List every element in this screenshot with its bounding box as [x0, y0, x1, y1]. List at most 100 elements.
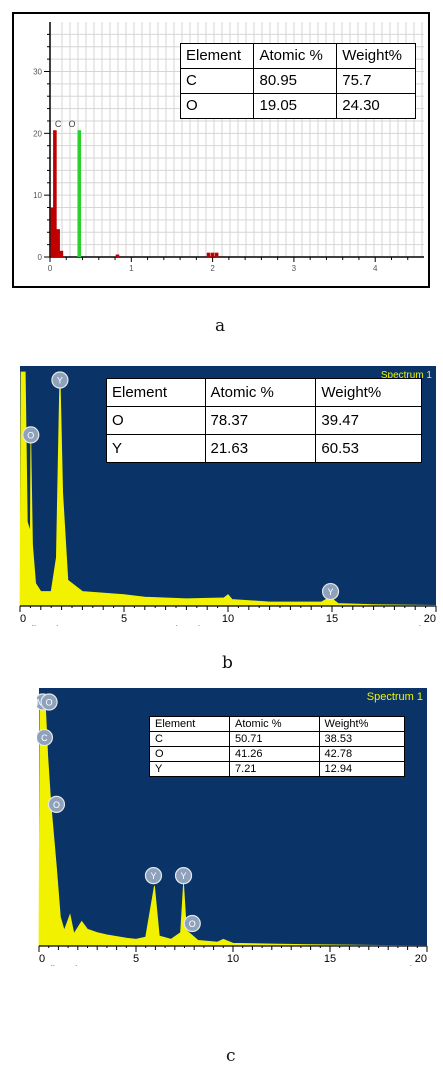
peak-label: C: [41, 733, 48, 743]
caption-c: c: [226, 1046, 236, 1066]
table-cell: 38.53: [318, 731, 406, 747]
bar: [56, 229, 60, 257]
x-tick-label: 5: [133, 953, 139, 965]
table-cell: 78.37: [204, 406, 317, 435]
peak-label: Y: [57, 376, 63, 386]
footer-status: Full Scale 1449 cts Cursor: -0.200 (0 ct…: [20, 625, 202, 626]
table-row: C 50.71 38.53: [148, 731, 406, 747]
x-tick-label: 1: [129, 264, 134, 273]
footer-status: Full Scale 2263 cts Cursor: 0.000: [39, 965, 187, 966]
table-cell: Element: [148, 716, 231, 732]
table-row: O 78.37 39.47: [106, 406, 422, 435]
peak-label: C: [55, 119, 62, 129]
peak-label: O: [53, 800, 60, 810]
bar: [206, 252, 211, 257]
panel-a: 0 1 2 3 4 0 10 20 30 C O Element Atomic % Weight% C 80…: [12, 12, 430, 288]
peak-marker: [174, 867, 193, 885]
table-cell: Weight%: [315, 378, 422, 407]
bar: [53, 130, 57, 257]
table-cell: 39.47: [315, 406, 422, 435]
table-cell: 12.94: [318, 761, 406, 777]
bar: [50, 207, 55, 257]
peak-label: Y: [150, 871, 156, 881]
panel-c: 0 5 10 15 20keV Full Scale 2263 cts Cursor: 0…: [37, 688, 430, 966]
table-cell: O: [179, 93, 255, 119]
peak-label: O: [46, 698, 53, 708]
x-tick-label: 15: [326, 613, 338, 625]
y-tick-label: 0: [38, 253, 43, 262]
y-tick-label: 30: [33, 67, 42, 76]
table-cell: Y: [148, 761, 231, 777]
table-cell: Weight%: [336, 43, 416, 69]
table-row: C 80.95 75.7: [179, 68, 416, 94]
peak-marker: [321, 582, 340, 601]
table-cell: 19.05: [253, 93, 338, 119]
table-cell: C: [148, 731, 231, 747]
x-tick-label: 10: [222, 613, 234, 625]
table-row: O 19.05 24.30: [179, 93, 416, 119]
composition-table-b: Element Atomic % Weight% O 78.37 39.47 Y 21.63 6…: [106, 378, 422, 463]
peak-label: Y: [328, 587, 334, 597]
table-cell: Atomic %: [229, 716, 320, 732]
x-tick-label: 2: [210, 264, 215, 273]
table-cell: Atomic %: [204, 378, 317, 407]
table-row: Y 7.21 12.94: [148, 761, 406, 777]
caption-b: b: [222, 653, 233, 673]
spectrum-title: Spectrum 1: [381, 370, 433, 381]
table-cell: C: [179, 68, 255, 94]
x-tick-label: 5: [121, 613, 127, 625]
x-tick-label: 4: [373, 264, 378, 273]
table-cell: 60.53: [315, 434, 422, 463]
composition-table-c: Element Atomic % Weight% C 50.71 38.53 O 41.26 4…: [148, 716, 406, 777]
peak-marker: [144, 867, 163, 885]
table-cell: O: [148, 746, 231, 762]
table-cell: 42.78: [318, 746, 406, 762]
table-row: Y 21.63 60.53: [106, 434, 422, 463]
table-row: O 41.26 42.78: [148, 746, 406, 762]
table-cell: 75.7: [336, 68, 416, 94]
table-cell: Element: [106, 378, 206, 407]
table-header-row: Element Atomic % Weight%: [148, 716, 406, 732]
composition-table-a: Element Atomic % Weight% C 80.95 75.7 O 19.05 24…: [179, 43, 416, 119]
bar: [77, 130, 82, 257]
caption-a: a: [215, 316, 226, 336]
bar: [59, 250, 64, 257]
x-tick-label: 3: [292, 264, 297, 273]
x-unit-label: keV: [410, 965, 428, 966]
peak-marker: [183, 914, 201, 933]
panel-b: 0 5 10 15 20keV Full Scale 1449 cts Cursor: -…: [16, 366, 438, 626]
peak-marker: [51, 371, 69, 389]
x-tick-label: 0: [20, 613, 26, 625]
x-tick-label: 20: [415, 953, 427, 965]
peak-marker: [40, 693, 58, 711]
table-cell: 41.26: [229, 746, 320, 762]
peak-label: O: [27, 430, 34, 440]
table-cell: 50.71: [229, 731, 320, 747]
x-tick-label: 0: [39, 953, 45, 965]
bar: [115, 254, 120, 257]
x-unit-label: keV: [419, 625, 437, 626]
peak-marker: [47, 795, 66, 813]
x-tick-label: 10: [227, 953, 239, 965]
x-tick-label: 20: [424, 613, 436, 625]
table-cell: 80.95: [253, 68, 338, 94]
table-cell: Y: [106, 434, 206, 463]
spectrum-title: Spectrum 1: [367, 691, 423, 703]
bar: [214, 252, 219, 257]
spectrum-series: [38, 693, 428, 947]
y-tick-label: 20: [33, 129, 42, 138]
peak-marker: [22, 426, 40, 444]
table-cell: Atomic %: [253, 43, 338, 69]
x-tick-label: 0: [48, 264, 53, 273]
x-tick-label: 15: [324, 953, 336, 965]
table-header-row: Element Atomic % Weight%: [106, 378, 422, 407]
table-cell: 24.30: [336, 93, 416, 119]
peak-label: O: [189, 919, 196, 929]
table-cell: 7.21: [229, 761, 320, 777]
table-cell: O: [106, 406, 206, 435]
table-cell: Weight%: [318, 716, 406, 732]
peak-label: Y: [181, 871, 187, 881]
table-cell: 21.63: [204, 434, 317, 463]
bar: [210, 252, 215, 257]
